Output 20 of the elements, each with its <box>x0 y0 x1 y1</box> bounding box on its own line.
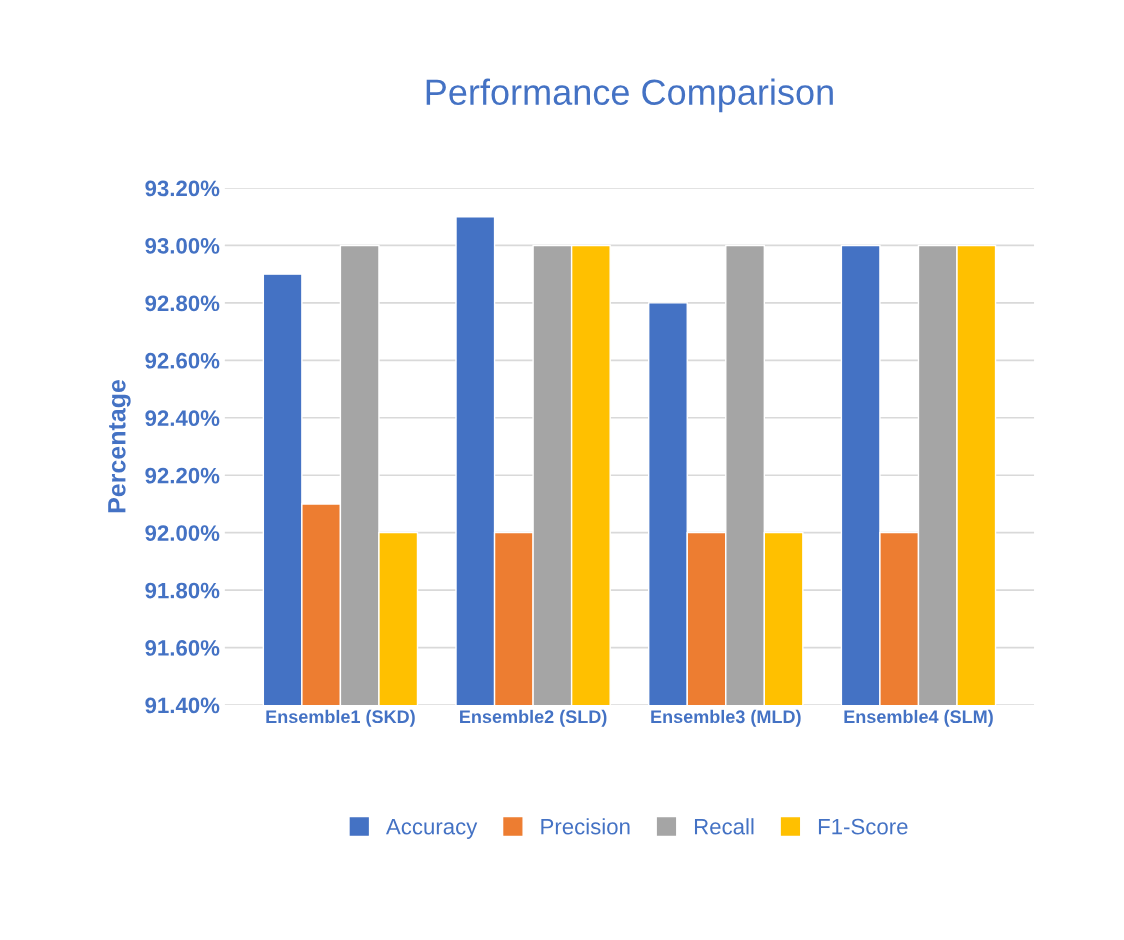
x-tick-label: Ensemble1 (SKD) <box>266 709 415 727</box>
y-tick-label: 91.40% <box>145 697 220 714</box>
x-tick-label: Ensemble4 (SLM) <box>844 709 993 727</box>
y-axis-title: Percentage <box>108 379 131 513</box>
y-tick-label: 91.80% <box>145 582 220 599</box>
y-tick-label: 92.80% <box>145 295 220 312</box>
legend-label: Accuracy <box>385 818 478 839</box>
legend-label: Recall <box>694 818 754 835</box>
y-tick-label: 92.40% <box>145 410 220 427</box>
legend-label: F1-Score <box>818 818 908 835</box>
chart-title: Performance Comparison <box>426 78 833 113</box>
y-tick-label: 91.60% <box>145 640 220 656</box>
x-tick-label: Ensemble3 (MLD) <box>651 709 801 727</box>
y-tick-label: 92.20% <box>145 467 220 484</box>
y-tick-label: 93.00% <box>145 237 220 254</box>
legend-label: Precision <box>541 818 630 835</box>
x-tick-label: Ensemble2 (SLD) <box>460 709 607 727</box>
y-tick-label: 93.20% <box>145 180 220 197</box>
y-tick-label: 92.00% <box>145 525 220 541</box>
y-tick-label: 92.60% <box>145 352 220 369</box>
